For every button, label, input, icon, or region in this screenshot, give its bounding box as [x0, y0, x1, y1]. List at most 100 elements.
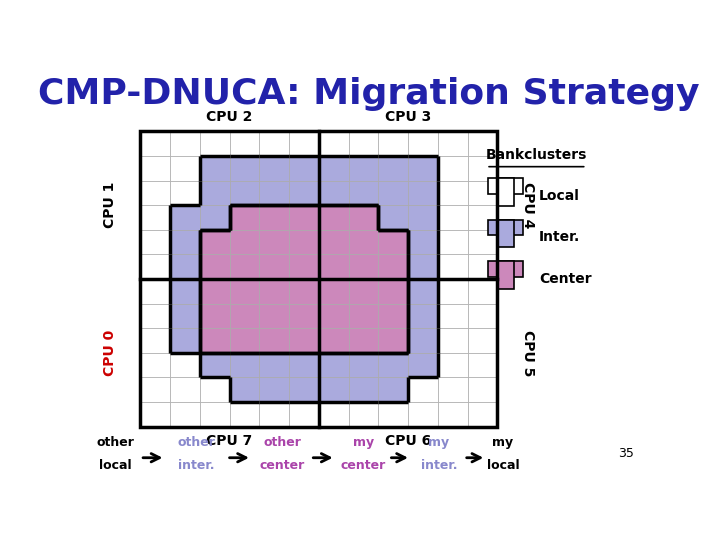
- Bar: [467, 353, 498, 377]
- Bar: [199, 377, 230, 402]
- Bar: [319, 230, 348, 254]
- Bar: [319, 205, 348, 229]
- Bar: [408, 131, 438, 156]
- Bar: [259, 254, 289, 279]
- Bar: [438, 156, 467, 180]
- Bar: [467, 328, 498, 353]
- Bar: [199, 328, 230, 353]
- Bar: [199, 254, 230, 279]
- Bar: [378, 230, 408, 254]
- Bar: [408, 279, 438, 303]
- Bar: [140, 156, 170, 180]
- Bar: [259, 180, 289, 205]
- Bar: [319, 353, 348, 377]
- Text: CPU 7: CPU 7: [207, 434, 253, 448]
- Bar: [230, 254, 259, 279]
- Bar: [140, 402, 170, 427]
- Bar: [378, 131, 408, 156]
- Bar: [408, 377, 438, 402]
- Bar: [259, 303, 289, 328]
- Bar: [140, 353, 170, 377]
- Text: my: my: [428, 436, 449, 449]
- Bar: [199, 205, 230, 229]
- Bar: [438, 377, 467, 402]
- Bar: [319, 402, 348, 427]
- Bar: [140, 377, 170, 402]
- Text: Local: Local: [539, 189, 580, 203]
- Bar: [408, 402, 438, 427]
- Bar: [348, 205, 378, 229]
- Bar: [289, 353, 319, 377]
- Bar: [467, 156, 498, 180]
- Bar: [199, 131, 230, 156]
- Text: CPU 3: CPU 3: [385, 110, 431, 124]
- Bar: [319, 377, 348, 402]
- Bar: [230, 180, 259, 205]
- Text: inter.: inter.: [178, 458, 215, 471]
- Bar: [319, 279, 348, 303]
- Bar: [378, 377, 408, 402]
- Bar: [408, 254, 438, 279]
- Bar: [289, 279, 319, 303]
- Text: CPU 4: CPU 4: [521, 182, 535, 228]
- Bar: [348, 402, 378, 427]
- Bar: [199, 180, 230, 205]
- Text: other: other: [177, 436, 215, 449]
- Bar: [498, 178, 513, 206]
- Bar: [289, 377, 319, 402]
- Text: other: other: [264, 436, 302, 449]
- Bar: [289, 131, 319, 156]
- Bar: [199, 156, 230, 180]
- Bar: [378, 402, 408, 427]
- Bar: [259, 131, 289, 156]
- Bar: [378, 353, 408, 377]
- Text: local: local: [99, 458, 132, 471]
- Bar: [170, 156, 199, 180]
- Bar: [140, 205, 170, 229]
- Bar: [140, 254, 170, 279]
- Text: CPU 0: CPU 0: [102, 329, 117, 376]
- Bar: [140, 328, 170, 353]
- Bar: [230, 377, 259, 402]
- Bar: [230, 402, 259, 427]
- Bar: [408, 353, 438, 377]
- Bar: [259, 205, 289, 229]
- Bar: [408, 230, 438, 254]
- Bar: [170, 402, 199, 427]
- Bar: [438, 254, 467, 279]
- Bar: [170, 303, 199, 328]
- Bar: [230, 303, 259, 328]
- Bar: [319, 156, 348, 180]
- Bar: [289, 180, 319, 205]
- Bar: [467, 254, 498, 279]
- Text: center: center: [260, 458, 305, 471]
- Bar: [378, 180, 408, 205]
- Bar: [408, 328, 438, 353]
- Bar: [488, 261, 523, 277]
- Bar: [199, 279, 230, 303]
- Bar: [348, 377, 378, 402]
- Bar: [140, 131, 170, 156]
- Bar: [467, 230, 498, 254]
- Bar: [140, 180, 170, 205]
- Bar: [140, 131, 498, 427]
- Text: CPU 5: CPU 5: [521, 329, 535, 376]
- Bar: [199, 303, 230, 328]
- Bar: [170, 353, 199, 377]
- Bar: [259, 353, 289, 377]
- Bar: [488, 178, 523, 194]
- Bar: [348, 328, 378, 353]
- Bar: [498, 220, 513, 247]
- Bar: [289, 303, 319, 328]
- Bar: [199, 353, 230, 377]
- Bar: [259, 377, 289, 402]
- Bar: [259, 279, 289, 303]
- Bar: [319, 254, 348, 279]
- Bar: [170, 328, 199, 353]
- Bar: [467, 131, 498, 156]
- Bar: [378, 254, 408, 279]
- Bar: [438, 353, 467, 377]
- Bar: [230, 205, 259, 229]
- Text: my: my: [492, 436, 513, 449]
- Bar: [289, 402, 319, 427]
